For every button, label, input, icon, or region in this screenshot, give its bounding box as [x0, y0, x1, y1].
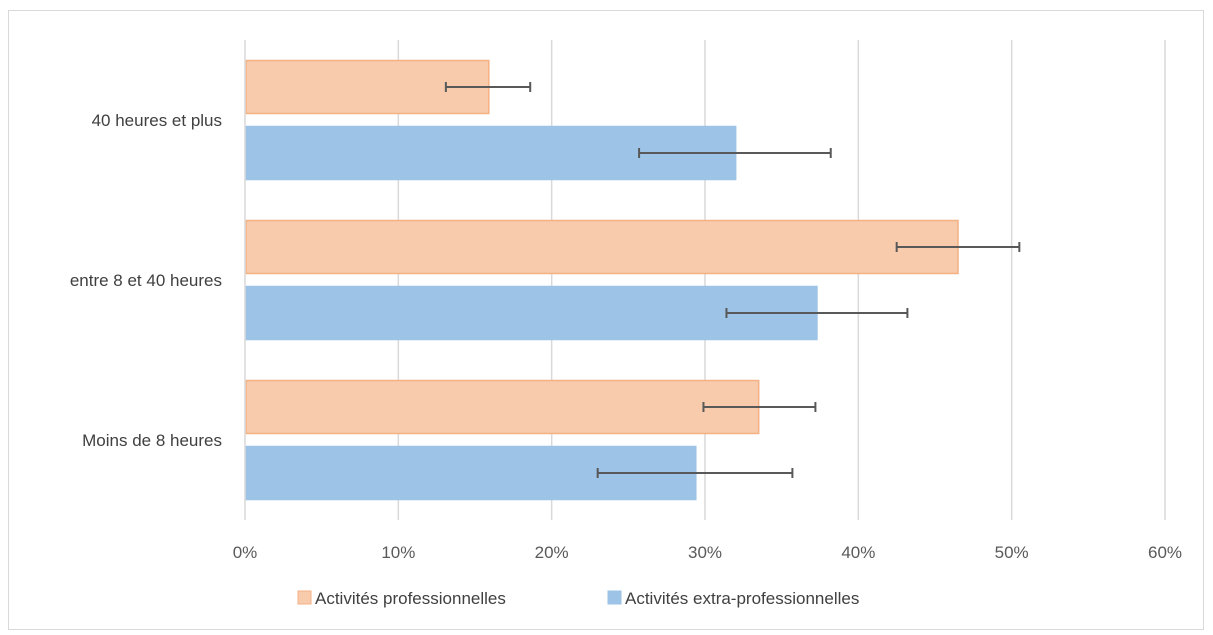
- legend: Activités professionnelles Activités extr…: [297, 589, 859, 608]
- legend-label: Activités professionnelles: [315, 589, 506, 608]
- x-tick-label: 0%: [233, 543, 258, 562]
- bar: [245, 379, 760, 435]
- x-tick-label: 30%: [688, 543, 722, 562]
- bars: [245, 59, 959, 501]
- category-label: 40 heures et plus: [92, 111, 222, 130]
- gridlines: [397, 40, 1166, 520]
- legend-swatch: [297, 590, 312, 605]
- axis-group: 0% 10% 20% 30% 40% 50% 60% Moins de 8 heures ent…: [70, 40, 1182, 562]
- category-label: entre 8 et 40 heures: [70, 271, 222, 290]
- bar: [245, 219, 959, 275]
- x-tick-label: 60%: [1148, 543, 1182, 562]
- category-label: Moins de 8 heures: [82, 431, 222, 450]
- legend-label: Activités extra-professionnelles: [625, 589, 859, 608]
- legend-swatch: [607, 590, 622, 605]
- x-tick-label: 50%: [995, 543, 1029, 562]
- x-tick-label: 10%: [381, 543, 415, 562]
- x-tick-label: 20%: [535, 543, 569, 562]
- error-bars: [444, 82, 1021, 478]
- x-tick-label: 40%: [841, 543, 875, 562]
